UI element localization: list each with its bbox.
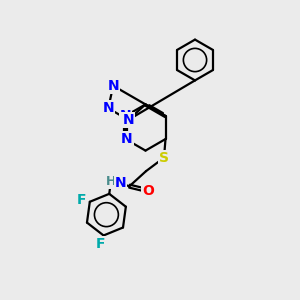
Text: N: N xyxy=(103,101,114,115)
Text: F: F xyxy=(77,193,86,207)
Text: N: N xyxy=(121,132,133,146)
Text: N: N xyxy=(107,79,119,93)
Text: H: H xyxy=(106,175,116,188)
Text: O: O xyxy=(142,184,154,198)
Text: F: F xyxy=(96,238,105,251)
Text: S: S xyxy=(159,151,169,165)
Text: N: N xyxy=(115,176,126,190)
Text: N: N xyxy=(120,109,131,123)
Text: N: N xyxy=(122,113,134,127)
